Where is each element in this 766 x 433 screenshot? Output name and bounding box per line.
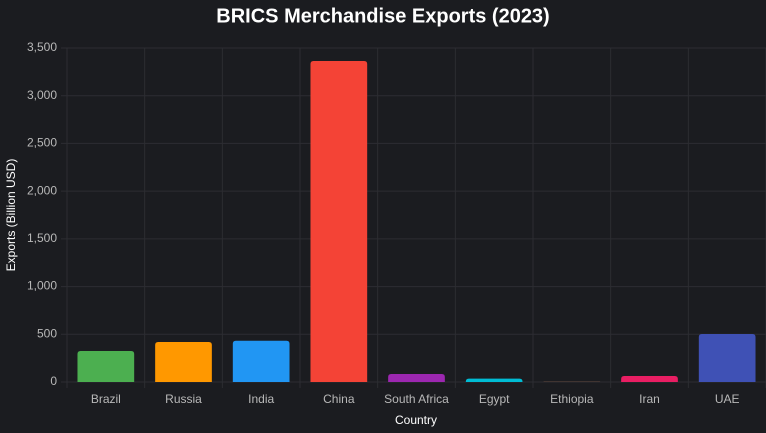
x-axis-title: Country bbox=[395, 413, 437, 427]
bar bbox=[77, 350, 135, 382]
x-tick-label: UAE bbox=[715, 392, 740, 406]
bar bbox=[155, 342, 212, 382]
y-tick-label: 0 bbox=[50, 374, 57, 388]
x-tick-label: Ethiopia bbox=[550, 392, 594, 406]
bar bbox=[621, 375, 678, 382]
bar bbox=[388, 373, 445, 382]
y-tick-label: 2,500 bbox=[27, 136, 57, 150]
y-tick-label: 1,000 bbox=[27, 279, 57, 293]
y-tick-label: 500 bbox=[37, 326, 57, 340]
x-tick-label: Egypt bbox=[479, 392, 510, 406]
bar bbox=[232, 340, 290, 382]
y-tick-label: 3,000 bbox=[27, 88, 57, 102]
bar bbox=[465, 378, 523, 382]
chart-title: BRICS Merchandise Exports (2023) bbox=[216, 5, 549, 27]
y-tick-label: 3,500 bbox=[27, 40, 57, 54]
bar bbox=[310, 60, 368, 383]
x-tick-label: South Africa bbox=[384, 392, 449, 406]
y-tick-label: 2,000 bbox=[27, 183, 57, 197]
x-tick-label: China bbox=[323, 392, 355, 406]
x-tick-label: India bbox=[248, 392, 274, 406]
x-tick-label: Russia bbox=[165, 392, 202, 406]
x-tick-label: Iran bbox=[639, 392, 660, 406]
y-tick-label: 1,500 bbox=[27, 231, 57, 245]
bar bbox=[698, 333, 756, 382]
y-axis-title: Exports (Billion USD) bbox=[4, 159, 18, 272]
x-tick-label: Brazil bbox=[91, 392, 121, 406]
